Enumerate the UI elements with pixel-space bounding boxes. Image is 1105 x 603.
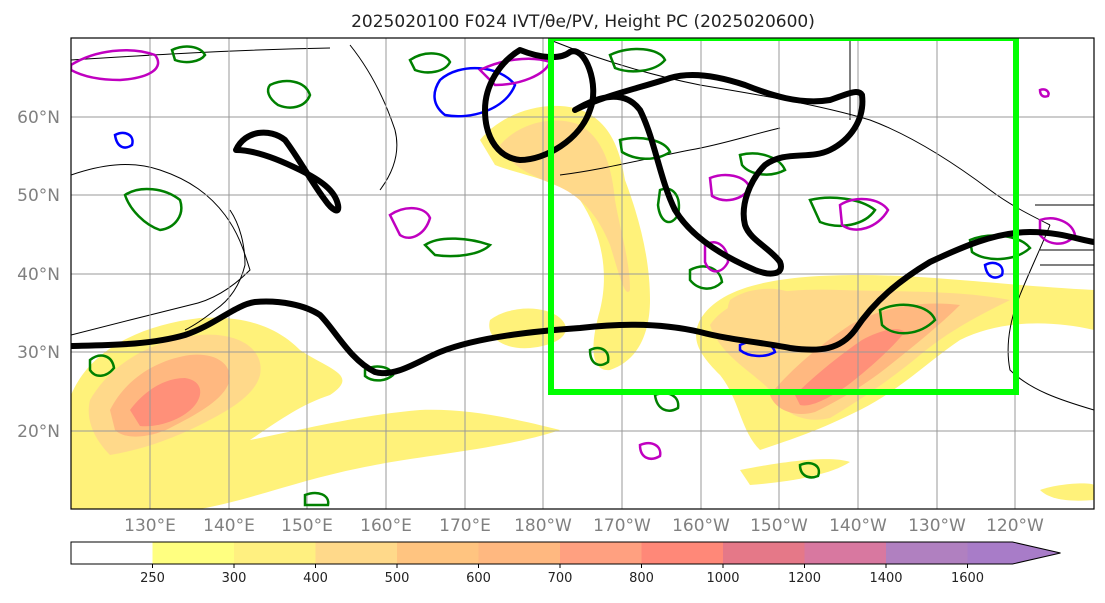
lon-axis: 130°E 140°E 150°E 160°E 170°E 180°W 170°…: [124, 516, 1044, 536]
border-canada-us: [849, 40, 1094, 266]
lon-tick-label: 160°E: [360, 516, 412, 536]
lon-tick-label: 150°E: [281, 516, 333, 536]
ivt-shading: [71, 105, 1094, 509]
ivt-plume-west-4: [130, 378, 201, 427]
ivt-south-streak-1: [740, 459, 850, 485]
height-contour-south: [71, 229, 1094, 377]
theta-e-contour: [688, 265, 724, 290]
colorbar-segment: [560, 542, 642, 564]
theta-e-contour: [588, 346, 610, 367]
theta-e-contour: [266, 79, 312, 109]
colorbar-tick-label: 700: [548, 571, 573, 586]
figure-title: 2025020100 F024 IVT/θe/PV, Height PC (20…: [351, 12, 815, 32]
colorbar-tick-label: 1400: [869, 571, 902, 586]
theta-e-contour: [808, 196, 877, 228]
theta-e-contour: [798, 461, 821, 479]
height-contour-gulf-loop: [572, 71, 866, 277]
colorbar-tick-label: 600: [466, 571, 491, 586]
coast-japan: [184, 209, 246, 331]
map-area: [71, 38, 1094, 509]
lon-tick-label: 130°W: [908, 516, 966, 536]
lat-tick-label: 40°N: [17, 265, 60, 285]
theta-e-contour: [88, 354, 116, 377]
colorbar-tick-label: 1000: [706, 571, 739, 586]
colorbar-segment: [478, 542, 561, 564]
theta-e-contour: [738, 152, 787, 176]
lon-tick-label: 180°W: [514, 516, 572, 536]
pv-contour: [838, 197, 890, 231]
lon-tick-label: 170°E: [439, 516, 491, 536]
pv-contour: [703, 241, 730, 273]
lat-axis: 60°N 50°N 40°N 30°N 20°N: [17, 108, 60, 442]
lat-tick-label: 50°N: [17, 186, 60, 206]
colorbar-tick-label: 800: [629, 571, 654, 586]
colorbar-tick-label: 1200: [788, 571, 821, 586]
coast-kamchatka: [349, 44, 398, 191]
colorbar-segment: [397, 542, 479, 564]
ivt-east-blob: [727, 288, 801, 335]
lon-tick-label: 140°W: [829, 516, 887, 536]
lon-tick-label: 150°W: [750, 516, 808, 536]
colorbar-segment: [641, 542, 724, 564]
coast-aleutians: [559, 127, 781, 176]
theta-e-contour: [423, 237, 493, 258]
colorbar-segment: [804, 542, 887, 564]
coast-alaska: [549, 39, 1051, 226]
coast-asia: [71, 164, 251, 336]
ivt-plume-east-4: [795, 329, 905, 406]
lat-tick-label: 20°N: [17, 422, 60, 442]
pv-contour: [71, 49, 160, 82]
lon-tick-label: 130°E: [124, 516, 176, 536]
colorbar-segment: [315, 542, 398, 564]
pv-contour: [388, 207, 432, 239]
theta-e-contour: [608, 47, 667, 73]
theta-e-contour: [303, 491, 330, 507]
colorbar: 250 300 400 500 600 700 800 1000 1200 1400 1600: [70, 541, 1061, 586]
height-contour-north-loop: [482, 47, 597, 163]
colorbar-segment: [723, 542, 805, 564]
colorbar-segment: [234, 542, 316, 564]
pv-contour: [1038, 88, 1050, 98]
colorbar-tick-label: 300: [222, 571, 247, 586]
theta-e-contour: [618, 136, 672, 160]
highlight-box: [548, 38, 1019, 395]
lon-tick-label: 140°E: [203, 516, 255, 536]
lat-tick-label: 30°N: [17, 343, 60, 363]
ivt-south-streak-2: [1040, 483, 1094, 501]
colorbar-tick-label: 1600: [951, 571, 984, 586]
lon-tick-label: 120°W: [986, 516, 1044, 536]
lat-tick-label: 60°N: [17, 108, 60, 128]
theta-e-contour: [878, 303, 937, 335]
pv-contour: [983, 261, 1004, 279]
pv-contour: [433, 66, 517, 118]
colorbar-tick-label: 500: [385, 571, 410, 586]
height-contour-west-loop: [233, 129, 342, 214]
colorbar-segment: [886, 542, 968, 564]
ivt-tongue-north-2: [500, 120, 630, 292]
theta-e-contour: [408, 52, 452, 74]
theta-e-contour: [123, 187, 183, 232]
colorbar-tick-label: 250: [140, 571, 165, 586]
colorbar-segment: [71, 542, 153, 564]
coast-siberia: [71, 47, 331, 61]
coastlines: [71, 39, 1094, 411]
pv-contour: [113, 131, 134, 149]
lon-tick-label: 170°W: [593, 516, 651, 536]
colorbar-segment: [152, 542, 235, 564]
colorbar-tick-label: 400: [303, 571, 328, 586]
coast-na-west: [1007, 224, 1094, 411]
theta-e-contour: [170, 45, 207, 64]
lon-tick-label: 160°W: [672, 516, 730, 536]
pv-contour: [638, 441, 662, 460]
colorbar-extend-arrow: [967, 542, 1061, 564]
height-contours: [71, 47, 1094, 377]
colorbar-outline: [70, 541, 1061, 565]
map-frame: [70, 37, 1095, 510]
